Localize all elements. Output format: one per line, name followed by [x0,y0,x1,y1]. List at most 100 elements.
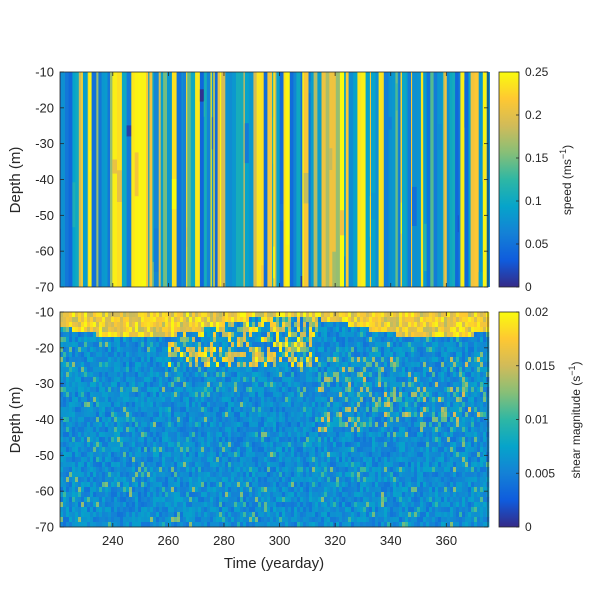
shear-heatmap-cell [333,522,337,528]
shear-heatmap-cell [315,407,319,413]
shear-heatmap-cell [279,437,283,443]
shear-heatmap-cell [135,517,139,523]
shear-heatmap-cell [285,522,289,528]
shear-heatmap-cell [69,507,73,513]
shear-heatmap-cell [357,412,361,418]
shear-heatmap-cell [156,462,160,468]
shear-heatmap-cell [90,517,94,523]
shear-heatmap-cell [312,392,316,398]
shear-heatmap-cell [171,517,175,523]
shear-heatmap-cell [246,352,250,358]
shear-heatmap-cell [219,477,223,483]
shear-heatmap-cell [297,447,301,453]
shear-heatmap-cell [294,332,298,338]
shear-heatmap-cell [348,427,352,433]
shear-heatmap-cell [330,492,334,498]
shear-heatmap-cell [228,402,232,408]
shear-heatmap-cell [87,502,91,508]
shear-heatmap-cell [93,472,97,478]
shear-heatmap-cell [300,377,304,383]
shear-heatmap-cell [114,432,118,438]
shear-heatmap-cell [141,327,145,333]
shear-heatmap-cell [318,367,322,373]
shear-heatmap-cell [156,472,160,478]
shear-heatmap-cell [276,412,280,418]
shear-heatmap-cell [387,482,391,488]
shear-heatmap-cell [198,472,202,478]
shear-heatmap-cell [369,377,373,383]
shear-heatmap-cell [330,337,334,343]
speed-heatmap-stripe [181,72,184,287]
shear-heatmap-cell [84,502,88,508]
shear-heatmap-cell [321,492,325,498]
shear-heatmap-cell [120,402,124,408]
shear-heatmap-cell [330,487,334,493]
shear-heatmap-cell [159,452,163,458]
shear-heatmap-cell [213,522,217,528]
shear-heatmap-cell [264,452,268,458]
shear-heatmap-cell [249,317,253,323]
shear-heatmap-cell [249,367,253,373]
shear-heatmap-cell [117,442,121,448]
shear-heatmap-cell [135,322,139,328]
shear-heatmap-cell [270,347,274,353]
shear-heatmap-cell [309,522,313,528]
shear-heatmap-cell [294,377,298,383]
shear-heatmap-cell [264,402,268,408]
shear-heatmap-cell [78,427,82,433]
shear-heatmap-cell [135,347,139,353]
shear-heatmap-cell [114,342,118,348]
shear-heatmap-cell [381,362,385,368]
shear-heatmap-cell [300,432,304,438]
shear-heatmap-cell [120,357,124,363]
shear-heatmap-cell [387,397,391,403]
shear-heatmap-cell [279,457,283,463]
shear-heatmap-cell [162,357,166,363]
shear-heatmap-cell [195,347,199,353]
shear-heatmap-cell [138,437,142,443]
shear-heatmap-cell [150,342,154,348]
shear-heatmap-cell [306,482,310,488]
shear-heatmap-cell [375,327,379,333]
shear-heatmap-cell [357,452,361,458]
shear-heatmap-cell [93,377,97,383]
shear-heatmap-cell [204,457,208,463]
shear-heatmap-cell [381,422,385,428]
shear-heatmap-cell [165,462,169,468]
shear-heatmap-cell [309,367,313,373]
shear-heatmap-cell [255,487,259,493]
shear-heatmap-cell [360,452,364,458]
shear-heatmap-cell [342,317,346,323]
shear-heatmap-cell [297,327,301,333]
shear-heatmap-cell [276,497,280,503]
shear-heatmap-cell [156,402,160,408]
shear-heatmap-cell [141,462,145,468]
shear-heatmap-cell [99,397,103,403]
shear-heatmap-cell [192,432,196,438]
shear-heatmap-cell [249,467,253,473]
shear-heatmap-cell [99,442,103,448]
shear-heatmap-cell [198,392,202,398]
shear-heatmap-cell [249,377,253,383]
shear-heatmap-cell [174,457,178,463]
shear-heatmap-cell [297,452,301,458]
shear-heatmap-cell [261,502,265,508]
shear-heatmap-cell [312,337,316,343]
shear-heatmap-cell [348,507,352,513]
shear-heatmap-cell [288,377,292,383]
shear-heatmap-cell [243,507,247,513]
speed-heatmap-stripe [81,72,84,287]
shear-heatmap-cell [324,462,328,468]
shear-heatmap-cell [171,367,175,373]
shear-heatmap-cell [381,522,385,528]
shear-heatmap-cell [252,497,256,503]
shear-heatmap-cell [237,397,241,403]
shear-heatmap-cell [387,367,391,373]
shear-heatmap-cell [327,317,331,323]
shear-heatmap-cell [387,327,391,333]
shear-heatmap-cell [171,372,175,378]
shear-heatmap-cell [126,382,130,388]
shear-heatmap-cell [189,317,193,323]
shear-heatmap-cell [159,522,163,528]
shear-heatmap-cell [252,467,256,473]
